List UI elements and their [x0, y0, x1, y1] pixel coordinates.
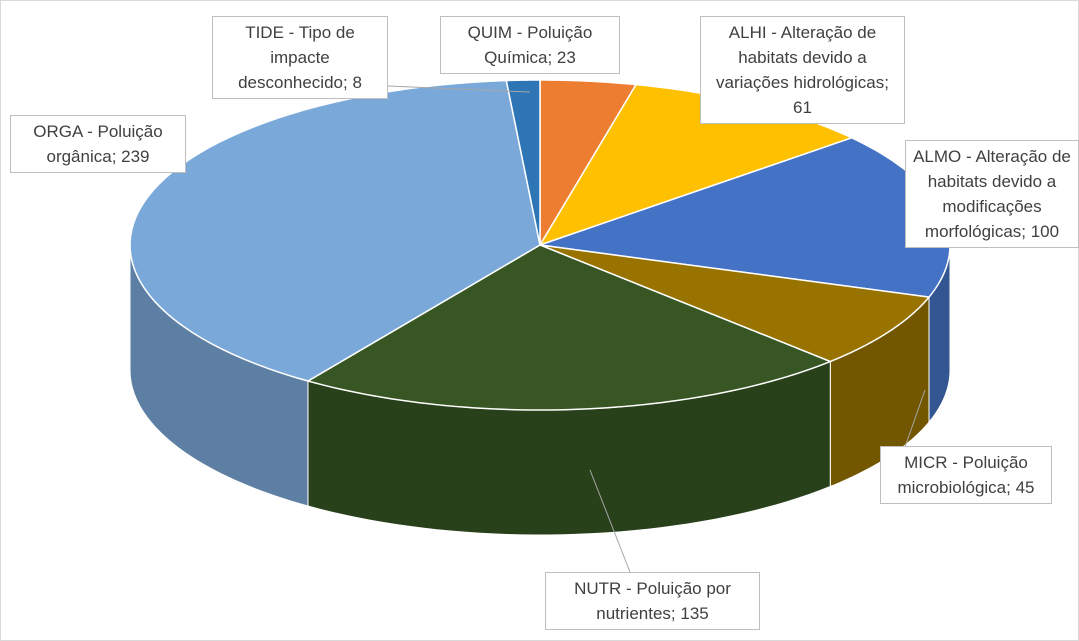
- data-label: ORGA - Poluição orgânica; 239: [10, 115, 186, 173]
- data-label: ALHI - Alteração de habitats devido a va…: [700, 16, 905, 124]
- slice: [306, 244, 833, 411]
- slice: [505, 79, 541, 246]
- leader-line: [904, 389, 926, 448]
- data-label: QUIM - Poluição Química; 23: [440, 16, 620, 74]
- data-label: ALMO - Alteração de habitats devido a mo…: [905, 140, 1079, 248]
- leader-line: [589, 469, 631, 573]
- slice: [539, 244, 931, 363]
- data-label: MICR - Poluição microbiológica; 45: [880, 446, 1052, 504]
- data-label: NUTR - Poluição por nutrientes; 135: [545, 572, 760, 630]
- data-label: TIDE - Tipo de impacte desconhecido; 8: [212, 16, 388, 99]
- leader-line: [387, 85, 531, 93]
